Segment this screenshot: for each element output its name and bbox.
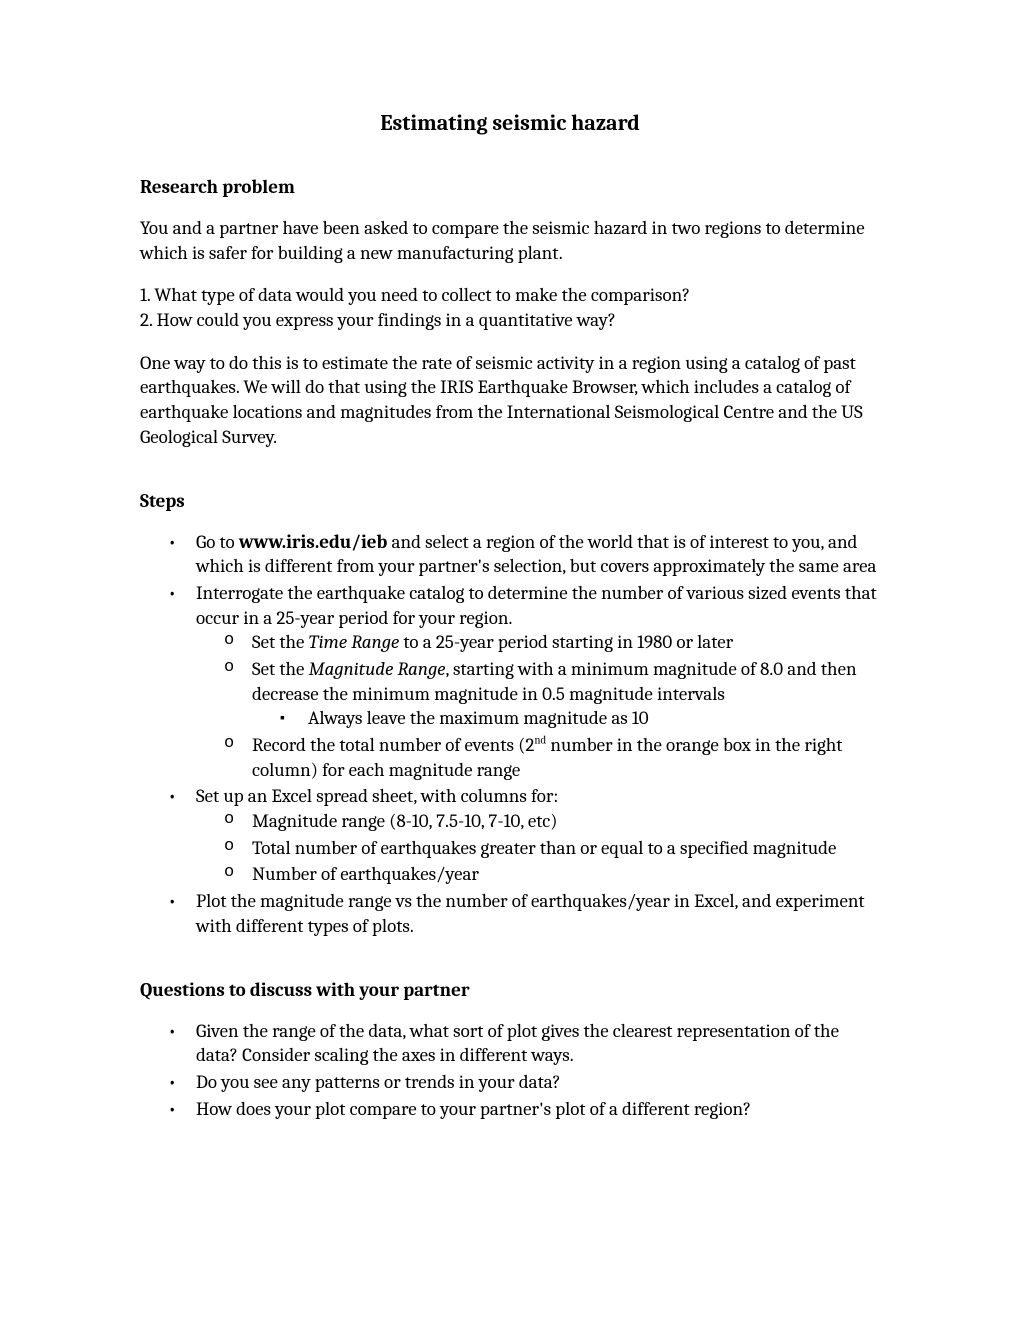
heading-questions: Questions to discuss with your partner [140, 979, 880, 1001]
step-2b-i: Always leave the maximum magnitude as 10 [308, 706, 880, 731]
step-2-text: Interrogate the earthquake catalog to de… [196, 582, 877, 629]
step-4: Plot the magnitude range vs the number o… [196, 889, 880, 938]
step-3b: Total number of earthquakes greater than… [252, 836, 880, 861]
step-2a-pre: Set the [252, 631, 309, 653]
discussion-q2: Do you see any patterns or trends in you… [196, 1070, 880, 1095]
steps-list: Go to www.iris.edu/ieb and select a regi… [140, 530, 880, 939]
step-3-sublist: Magnitude range (8-10, 7.5-10, 7-10, etc… [196, 809, 880, 887]
question-1: 1. What type of data would you need to c… [140, 283, 880, 308]
step-2c-sup: nd [534, 734, 546, 747]
question-2: 2. How could you express your findings i… [140, 308, 880, 333]
discussion-q1: Given the range of the data, what sort o… [196, 1019, 880, 1068]
step-2-sublist: Set the Time Range to a 25-year period s… [196, 630, 880, 782]
step-2b-em: Magnitude Range [309, 658, 446, 680]
step-2a: Set the Time Range to a 25-year period s… [252, 630, 880, 655]
step-2: Interrogate the earthquake catalog to de… [196, 581, 880, 783]
numbered-questions: 1. What type of data would you need to c… [140, 283, 880, 332]
step-2b-sublist: Always leave the maximum magnitude as 10 [252, 706, 880, 731]
discussion-questions-list: Given the range of the data, what sort o… [140, 1019, 880, 1122]
step-2b-pre: Set the [252, 658, 309, 680]
step-1-pre: Go to [196, 531, 239, 553]
heading-research-problem: Research problem [140, 176, 880, 198]
step-3-text: Set up an Excel spread sheet, with colum… [196, 785, 558, 807]
step-2b: Set the Magnitude Range, starting with a… [252, 657, 880, 731]
paragraph-method: One way to do this is to estimate the ra… [140, 351, 880, 450]
page-title: Estimating seismic hazard [140, 110, 880, 136]
step-1-url: www.iris.edu/ieb [239, 531, 388, 553]
step-3: Set up an Excel spread sheet, with colum… [196, 784, 880, 887]
document-page: Estimating seismic hazard Research probl… [0, 0, 1020, 1320]
step-2a-post: to a 25-year period starting in 1980 or … [399, 631, 733, 653]
step-2c-pre: Record the total number of events (2 [252, 734, 534, 756]
step-3a: Magnitude range (8-10, 7.5-10, 7-10, etc… [252, 809, 880, 834]
step-1: Go to www.iris.edu/ieb and select a regi… [196, 530, 880, 579]
heading-steps: Steps [140, 490, 880, 512]
paragraph-intro: You and a partner have been asked to com… [140, 216, 880, 265]
discussion-q3: How does your plot compare to your partn… [196, 1097, 880, 1122]
step-3c: Number of earthquakes/year [252, 862, 880, 887]
step-2c: Record the total number of events (2nd n… [252, 733, 880, 782]
step-2a-em: Time Range [309, 631, 400, 653]
